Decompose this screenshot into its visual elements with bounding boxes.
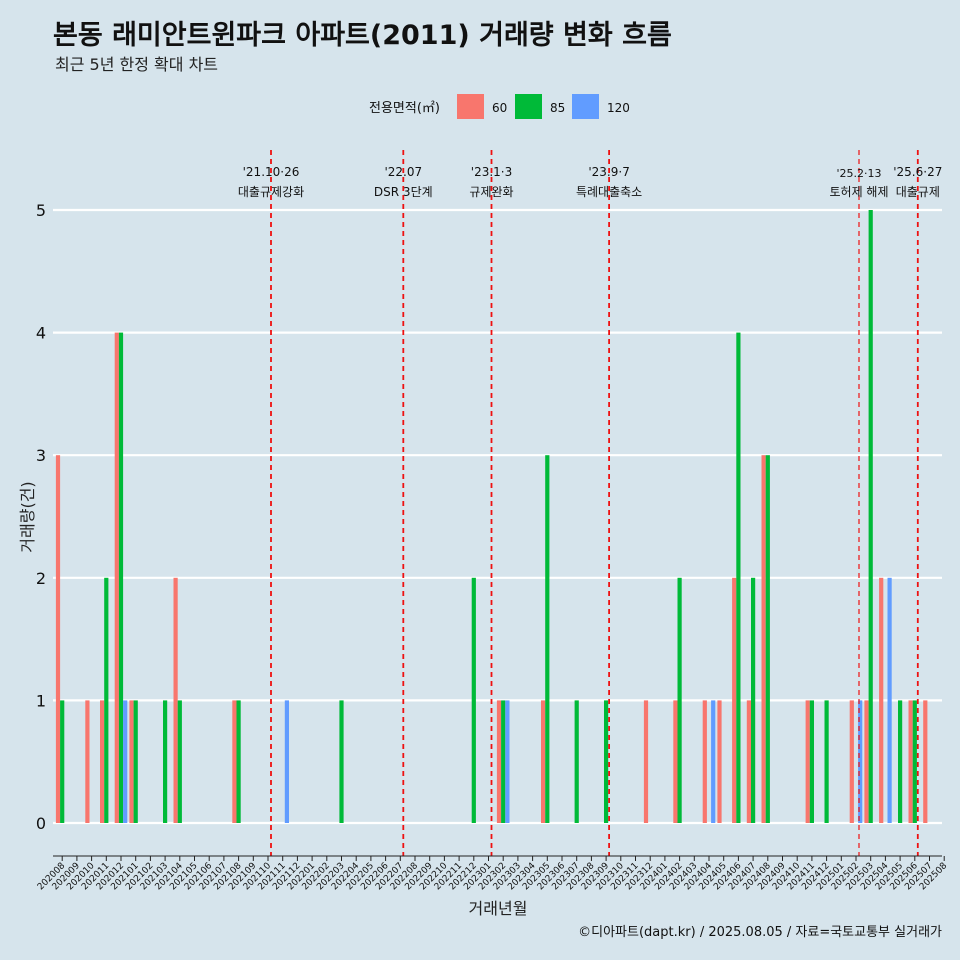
bar-85-202503 xyxy=(868,210,873,823)
bar-85-202305 xyxy=(545,455,550,823)
legend-swatch-60 xyxy=(457,94,484,119)
bar-120-202404 xyxy=(711,700,716,823)
x-axis-title: 거래년월 xyxy=(469,899,528,918)
bar-85-202412 xyxy=(824,700,829,823)
bar-120-202302 xyxy=(505,700,510,823)
legend-swatch-85 xyxy=(515,94,542,119)
bar-85-202108 xyxy=(236,700,241,823)
y-axis-title: 거래량(건) xyxy=(18,481,37,552)
bar-85-202307 xyxy=(574,700,579,823)
bar-60-202405 xyxy=(717,700,722,823)
bar-85-202203 xyxy=(339,700,344,823)
bar-60-202402 xyxy=(673,700,678,823)
bar-85-202411 xyxy=(809,700,814,823)
y-tick-label: 3 xyxy=(36,446,46,465)
bar-85-202505 xyxy=(898,700,903,823)
bar-60-202506 xyxy=(908,700,913,823)
chart-title: 본동 래미안트윈파크 아파트(2011) 거래량 변화 흐름 xyxy=(53,20,672,51)
gridlines xyxy=(53,208,942,825)
bar-60-202108 xyxy=(232,700,237,823)
bar-85-202011 xyxy=(104,577,109,823)
bar-85-202101 xyxy=(133,700,138,823)
bar-60-202504 xyxy=(879,577,884,823)
annotation-label: DSR 3단계 xyxy=(374,185,433,199)
bar-60-202507 xyxy=(923,700,928,823)
y-axis: 0 1 2 3 4 5 xyxy=(36,201,46,833)
bar-60-202008 xyxy=(55,455,61,823)
legend-label-60: 60 xyxy=(492,101,507,115)
annotation-date: '23.9·7 xyxy=(588,165,629,179)
annotation-date: '25.2·13 xyxy=(836,167,881,180)
bar-60-202010 xyxy=(85,700,90,823)
annotation-label: 토허제 해제 xyxy=(829,185,888,199)
legend-label-85: 85 xyxy=(550,101,565,115)
bar-85-202103 xyxy=(163,700,168,823)
y-tick-label: 5 xyxy=(36,201,46,220)
bar-60-202406 xyxy=(732,577,737,823)
bar-60-202011 xyxy=(100,700,105,823)
bar-85-202407 xyxy=(751,577,756,823)
bar-60-202012 xyxy=(114,332,119,823)
bar-60-202407 xyxy=(746,700,751,823)
bar-85-202012 xyxy=(118,332,124,823)
bar-120-202012 xyxy=(123,700,128,823)
annotation-date: '23.1·3 xyxy=(471,165,512,179)
annotation-label: 규제완화 xyxy=(469,185,513,199)
bar-85-202104 xyxy=(177,700,182,823)
chart-subtitle: 최근 5년 한정 확대 차트 xyxy=(55,55,218,74)
legend: 전용면적(㎡) 60 85 120 xyxy=(369,94,630,119)
bar-60-202101 xyxy=(129,700,134,823)
bar-60-202104 xyxy=(173,577,178,823)
annotation-label: 대출규제 xyxy=(896,185,940,199)
annotation-label: 대출규제강화 xyxy=(238,185,304,199)
legend-label-120: 120 xyxy=(607,101,630,115)
policy-lines: '21.10·26 대출규제강화 '22.07 DSR 3단계 '23.1·3 규제완화 '… xyxy=(238,150,942,856)
bar-120-202111 xyxy=(284,700,289,823)
bar-85-202212 xyxy=(471,577,476,823)
legend-title: 전용면적(㎡) xyxy=(369,101,440,116)
bar-120-202502 xyxy=(858,700,863,823)
bar-85-202402 xyxy=(677,577,682,823)
y-tick-label: 1 xyxy=(36,691,46,710)
legend-swatch-120 xyxy=(572,94,599,119)
bar-60-202302 xyxy=(496,700,502,823)
x-axis: 2020082020092020102020112020122021012021… xyxy=(36,855,950,892)
bar-85-202309 xyxy=(604,700,609,823)
annotation-label: 특례대출축소 xyxy=(576,185,642,199)
y-tick-label: 0 xyxy=(36,814,46,833)
bar-60-202411 xyxy=(805,700,810,823)
bar-85-202302 xyxy=(501,700,506,823)
caption: ©디아파트(dapt.kr) / 2025.08.05 / 자료=국토교통부 실… xyxy=(578,925,942,940)
annotation-date: '21.10·26 xyxy=(243,165,300,179)
annotation-date: '25.6·27 xyxy=(893,165,942,179)
bar-85-202408 xyxy=(765,455,770,823)
bar-60-202503 xyxy=(864,700,869,823)
bar-60-202312 xyxy=(643,700,649,823)
bar-60-202408 xyxy=(761,455,766,823)
bars xyxy=(55,210,928,823)
y-tick-label: 2 xyxy=(36,569,46,588)
bar-60-202305 xyxy=(541,700,546,823)
y-tick-label: 4 xyxy=(36,324,46,343)
bar-85-202406 xyxy=(736,332,741,823)
annotation-date: '22.07 xyxy=(384,165,422,179)
bar-85-202506 xyxy=(912,700,917,823)
bar-85-202008 xyxy=(60,700,65,823)
bar-120-202504 xyxy=(887,577,892,823)
bar-60-202502 xyxy=(849,700,854,823)
bar-60-202404 xyxy=(702,700,707,823)
